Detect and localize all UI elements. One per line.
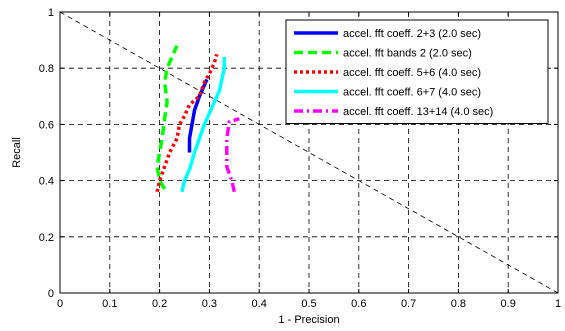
x-tick-label: 0.1 (102, 298, 117, 310)
legend-entry-label: accel. fft coeff. 5+6 (4.0 sec) (343, 67, 481, 79)
x-tick-label: 0.3 (202, 298, 217, 310)
y-tick-label: 0 (48, 288, 54, 300)
legend: accel. fft coeff. 2+3 (2.0 sec) accel. ff… (285, 19, 549, 124)
x-tick-label: 0.8 (451, 298, 466, 310)
series-line-3 (155, 53, 219, 193)
x-tick-label: 0.5 (301, 298, 316, 310)
x-tick-label: 1 (555, 298, 561, 310)
x-tick-label: 0.9 (501, 298, 516, 310)
y-tick-label: 0.8 (39, 63, 54, 75)
series-line-5 (225, 117, 240, 193)
y-tick-label: 0.2 (39, 232, 54, 244)
y-tick-label: 0.4 (39, 176, 54, 188)
legend-entry-label: accel. fft coeff. 13+14 (4.0 sec) (343, 106, 493, 118)
x-axis-label: 1 - Precision (278, 314, 339, 326)
legend-entry-label: accel. fft bands 2 (2.0 sec) (343, 48, 472, 60)
y-axis-label: Recall (11, 137, 23, 168)
legend-entry-label: accel. fft coeff. 6+7 (4.0 sec) (343, 87, 481, 99)
y-tick-label: 1 (48, 7, 54, 19)
x-tick-label: 0.7 (401, 298, 416, 310)
legend-entry-label: accel. fft coeff. 2+3 (2.0 sec) (343, 28, 481, 40)
legend-box (285, 19, 549, 124)
series-line-1 (187, 78, 209, 153)
x-tick-label: 0.2 (152, 298, 167, 310)
series-line-2 (155, 44, 179, 190)
x-tick-label: 0 (57, 298, 63, 310)
series-group (155, 44, 240, 193)
x-tick-label: 0.4 (252, 298, 267, 310)
ticks: 0 0.1 0.2 0.3 0.4 0.5 0.6 0.7 0.8 0.9 1 0 0.2 0.4 0.6 0… (39, 7, 561, 310)
y-tick-label: 0.6 (39, 119, 54, 131)
series-line-4 (180, 57, 227, 193)
x-tick-label: 0.6 (351, 298, 366, 310)
